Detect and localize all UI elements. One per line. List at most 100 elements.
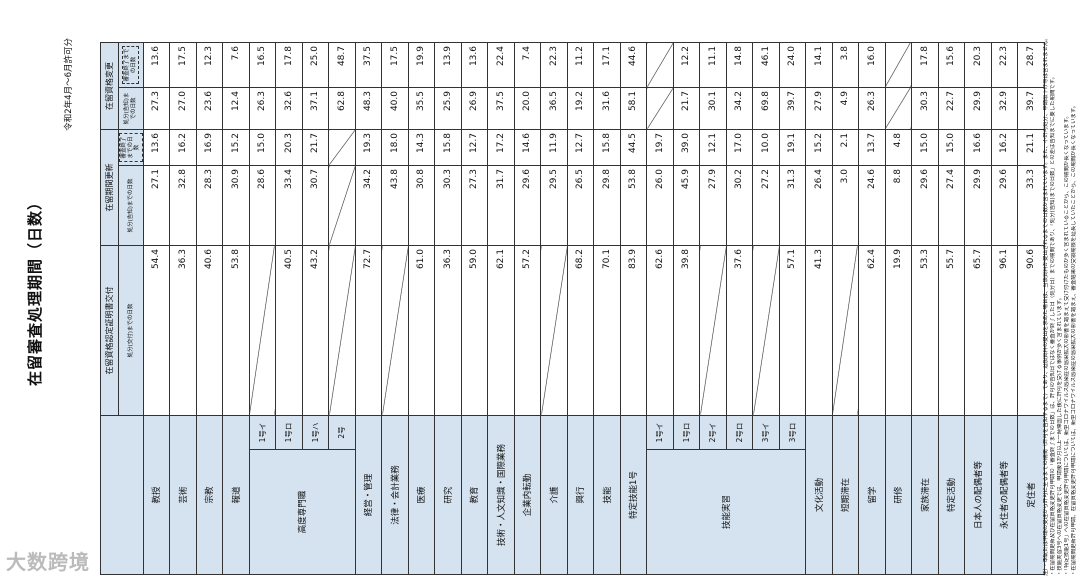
value-cell: 26.0 bbox=[646, 165, 673, 246]
row-sublabel: 1号ハ bbox=[302, 415, 329, 450]
value-cell: 16.9 bbox=[196, 129, 223, 166]
value-cell: 44.6 bbox=[620, 42, 647, 88]
value-cell: 62.6 bbox=[646, 245, 673, 416]
table-row: 短期滞在 3.0 2.1 4.9 3.8 bbox=[832, 42, 859, 575]
row-label: 経営・管理 bbox=[355, 415, 382, 575]
value-cell: 27.9 bbox=[699, 165, 726, 246]
value-cell: 19.7 bbox=[646, 129, 673, 166]
row-label: 日本人の配偶者等 bbox=[964, 415, 991, 575]
value-cell: 28.6 bbox=[249, 165, 276, 246]
row-label: 教育 bbox=[461, 415, 488, 575]
row-label: 研修 bbox=[885, 415, 912, 575]
note: ・在留期間更新及び在留資格変更許可申請の「審査終了までの日数」は、許可の告知日で… bbox=[1049, 74, 1056, 576]
table-row: 文化活動 41.3 26.4 15.2 27.9 14.1 bbox=[805, 42, 832, 575]
table-row: 医療 61.0 30.8 14.3 35.5 19.9 bbox=[408, 42, 435, 575]
value-cell: 39.7 bbox=[1017, 87, 1044, 130]
empty-cell bbox=[328, 245, 355, 416]
header-row: 在留資格認定証明書交付 在留期間更新 在留資格変更 bbox=[100, 42, 143, 575]
value-cell: 27.4 bbox=[938, 165, 965, 246]
value-cell: 13.6 bbox=[461, 42, 488, 88]
value-cell: 17.1 bbox=[593, 42, 620, 88]
value-cell: 32.6 bbox=[275, 87, 302, 130]
value-cell: 34.2 bbox=[726, 87, 753, 130]
column-header-text: 処分(告知)までの日数 bbox=[124, 92, 137, 125]
value-cell: 30.9 bbox=[222, 165, 249, 246]
value-cell: 36.3 bbox=[169, 245, 196, 416]
value-cell: 59.0 bbox=[461, 245, 488, 416]
value-cell: 20.3 bbox=[964, 42, 991, 88]
value-cell: 41.3 bbox=[805, 245, 832, 416]
value-cell: 72.7 bbox=[355, 245, 382, 416]
row-label: 定住者 bbox=[1017, 415, 1044, 575]
value-cell: 43.2 bbox=[302, 245, 329, 416]
column-group: 在留期間更新 bbox=[100, 129, 119, 246]
value-cell: 26.4 bbox=[805, 165, 832, 246]
value-cell: 22.7 bbox=[938, 87, 965, 130]
value-cell: 25.0 bbox=[302, 42, 329, 88]
value-cell: 15.0 bbox=[911, 129, 938, 166]
value-cell: 70.1 bbox=[593, 245, 620, 416]
row-label: 技能実習 bbox=[646, 449, 806, 575]
value-cell: 39.7 bbox=[779, 87, 806, 130]
value-cell: 23.6 bbox=[196, 87, 223, 130]
value-cell: 62.1 bbox=[487, 245, 514, 416]
value-cell: 33.4 bbox=[275, 165, 302, 246]
value-cell: 17.2 bbox=[487, 129, 514, 166]
value-cell: 24.6 bbox=[858, 165, 885, 246]
value-cell: 26.5 bbox=[567, 165, 594, 246]
value-cell: 12.7 bbox=[461, 129, 488, 166]
column-group: 在留資格認定証明書交付 bbox=[100, 245, 119, 416]
value-cell: 7.6 bbox=[222, 42, 249, 88]
table-row: 技術・人文知識・国際業務 62.1 31.7 17.2 37.5 22.4 bbox=[487, 42, 514, 575]
table-row: 法律・会計業務 43.8 18.0 40.0 17.5 bbox=[381, 42, 408, 575]
table-header: 在留資格認定証明書交付 在留期間更新 在留資格変更 処分(交付)までの日数 処分(告知)… bbox=[100, 42, 143, 575]
value-cell: 27.2 bbox=[752, 165, 779, 246]
value-cell: 54.4 bbox=[143, 245, 170, 416]
row-sublabel: 2号イ bbox=[699, 415, 726, 450]
column-header: 審査終了までの日数 bbox=[118, 42, 143, 88]
value-cell: 21.7 bbox=[673, 87, 700, 130]
table-row: 定住者 90.6 33.3 21.1 39.7 28.7 bbox=[1017, 42, 1044, 575]
value-cell: 37.5 bbox=[487, 87, 514, 130]
value-cell: 32.8 bbox=[169, 165, 196, 246]
row-label: 技術・人文知識・国際業務 bbox=[487, 415, 514, 575]
value-cell: 20.0 bbox=[514, 87, 541, 130]
column-header: 審査終了までの日数 bbox=[118, 129, 143, 166]
value-cell: 39.8 bbox=[673, 245, 700, 416]
value-cell: 28.3 bbox=[196, 165, 223, 246]
value-cell: 83.9 bbox=[620, 245, 647, 416]
value-cell: 16.5 bbox=[249, 42, 276, 88]
row-sublabel: 3号イ bbox=[752, 415, 779, 450]
empty-cell bbox=[646, 42, 673, 88]
value-cell: 40.6 bbox=[196, 245, 223, 416]
value-cell: 37.6 bbox=[726, 245, 753, 416]
value-cell: 55.7 bbox=[938, 245, 965, 416]
table-row: 留学 62.4 24.6 13.7 26.3 16.0 bbox=[858, 42, 885, 575]
value-cell: 30.3 bbox=[434, 165, 461, 246]
value-cell: 13.6 bbox=[143, 129, 170, 166]
row-sublabel: 3号ロ bbox=[779, 415, 806, 450]
value-cell: 13.6 bbox=[143, 42, 170, 88]
value-cell: 46.1 bbox=[752, 42, 779, 88]
value-cell: 15.8 bbox=[434, 129, 461, 166]
value-cell: 14.8 bbox=[726, 42, 753, 88]
value-cell: 30.8 bbox=[408, 165, 435, 246]
value-cell: 29.9 bbox=[964, 87, 991, 130]
empty-cell bbox=[328, 165, 355, 246]
note: ・「特定技能1号」への在留資格変更許可申請については、新型コロナウイルス感染症の… bbox=[1063, 113, 1070, 576]
value-cell: 16.2 bbox=[169, 129, 196, 166]
table-row: 高度専門職 1号イ 28.6 15.0 26.3 16.5 bbox=[249, 42, 355, 575]
note: ・在留期間更新許可申請、在留資格変更許可申請については、新型コロナウイルス感染症… bbox=[1070, 102, 1077, 576]
value-cell: 48.7 bbox=[328, 42, 355, 88]
value-cell: 11.1 bbox=[699, 42, 726, 88]
value-cell: 34.2 bbox=[355, 165, 382, 246]
row-label: 宗教 bbox=[196, 415, 223, 575]
value-cell: 19.2 bbox=[567, 87, 594, 130]
empty-cell bbox=[885, 87, 912, 130]
value-cell: 37.5 bbox=[355, 42, 382, 88]
row-label: 高度専門職 bbox=[249, 449, 355, 575]
value-cell: 65.7 bbox=[964, 245, 991, 416]
value-cell: 18.0 bbox=[381, 129, 408, 166]
